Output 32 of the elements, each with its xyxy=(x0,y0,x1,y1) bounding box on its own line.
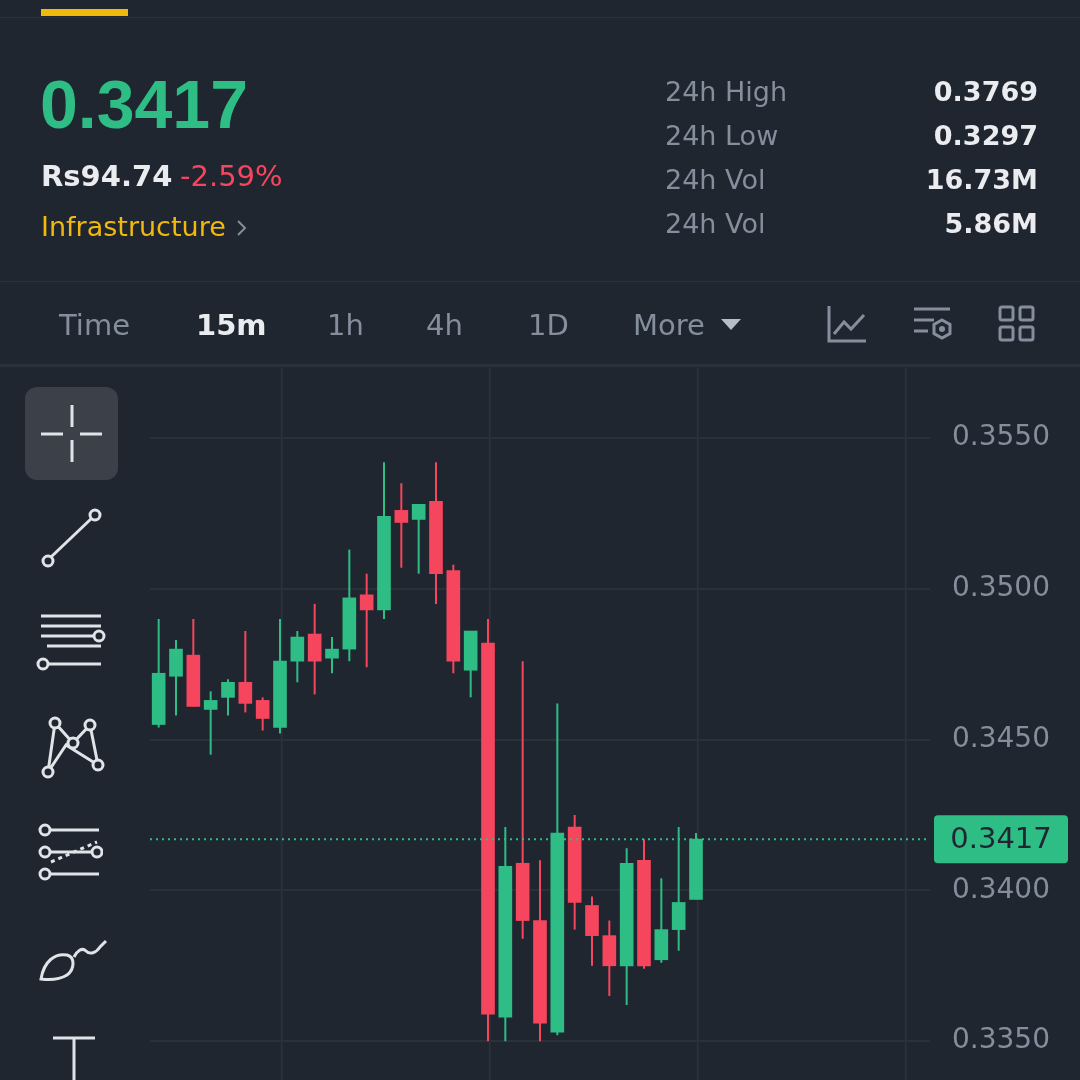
ref-line-label: 0.3417 xyxy=(950,820,1052,855)
y-tick-label: 0.3500 xyxy=(952,570,1050,604)
text: Infrastructure xyxy=(41,211,226,242)
text: 24h Low xyxy=(665,120,779,151)
text: 0.3769 xyxy=(933,76,1038,107)
y-tick-label: 0.3400 xyxy=(952,871,1050,905)
text: 15m xyxy=(196,308,267,342)
text: 24h Vol xyxy=(665,164,766,195)
text: 1D xyxy=(528,308,569,342)
text: Rs94.74 xyxy=(41,159,173,193)
candlestick xyxy=(238,630,253,714)
y-tick-label: 0.3350 xyxy=(952,1022,1050,1056)
candlestick xyxy=(359,572,374,669)
text: 0.3297 xyxy=(933,120,1038,151)
text: More xyxy=(633,308,705,342)
y-tick-label: 0.3450 xyxy=(952,720,1050,754)
text: 5.86M xyxy=(944,208,1038,239)
text: 0.3417 xyxy=(40,66,248,142)
text: -2.59% xyxy=(180,159,283,193)
y-tick-label: 0.3550 xyxy=(952,419,1050,453)
text: 1h xyxy=(327,308,364,342)
candlestick xyxy=(221,678,235,717)
text: 24h High xyxy=(665,76,788,107)
candlestick xyxy=(203,690,218,756)
text: Time xyxy=(59,308,130,342)
text: 16.73M xyxy=(925,164,1038,195)
text: 24h Vol xyxy=(665,208,766,239)
text: 4h xyxy=(426,308,463,342)
candlestick xyxy=(411,503,426,575)
candlestick xyxy=(255,696,270,732)
candlestick xyxy=(394,482,409,569)
candlestick xyxy=(325,636,339,675)
